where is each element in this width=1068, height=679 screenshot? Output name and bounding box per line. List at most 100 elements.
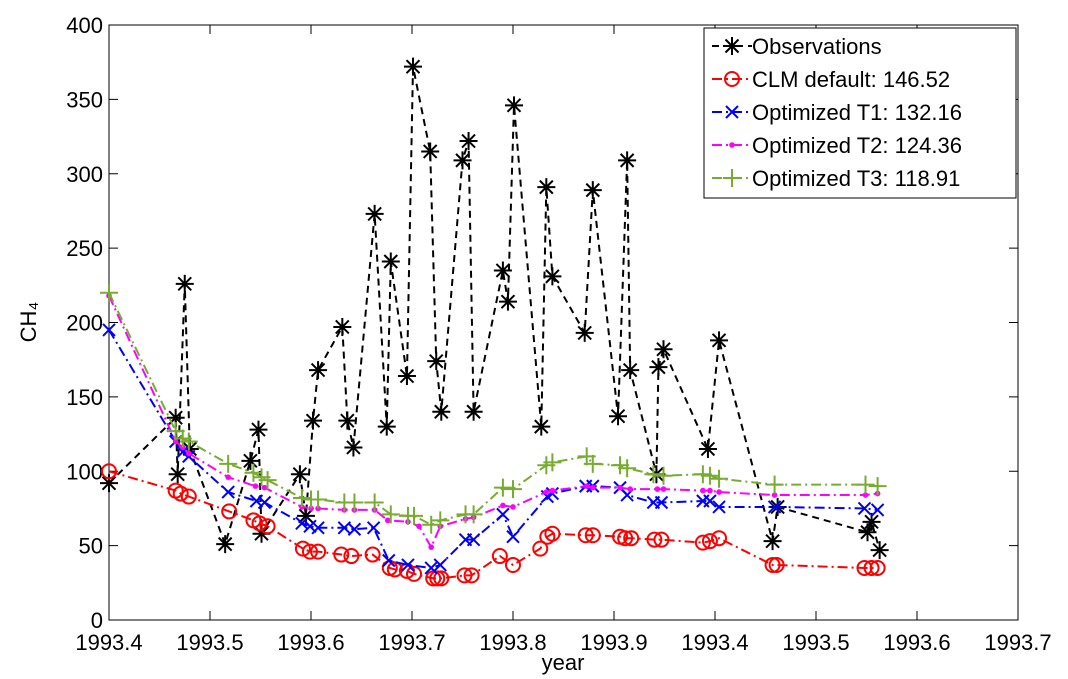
data-point — [405, 506, 424, 525]
data-point — [644, 465, 663, 484]
data-point — [611, 456, 630, 475]
data-point — [863, 559, 880, 576]
data-point — [763, 532, 782, 551]
data-point — [510, 504, 516, 510]
data-point — [765, 475, 784, 494]
legend-box — [703, 27, 1017, 199]
data-point — [252, 524, 271, 543]
data-point — [381, 505, 400, 524]
data-point — [701, 533, 718, 550]
data-point — [221, 485, 235, 499]
data-point — [710, 331, 729, 350]
x-tick-label: 1993.9 — [580, 630, 647, 655]
data-point — [700, 466, 719, 485]
data-point — [301, 543, 318, 560]
data-point — [698, 439, 717, 458]
data-point — [703, 494, 717, 508]
data-point — [344, 438, 363, 457]
data-point — [710, 469, 729, 488]
data-point — [716, 489, 722, 495]
data-point — [244, 463, 263, 482]
y-axis-label: CH₄ — [16, 302, 41, 343]
data-point — [505, 96, 524, 115]
y-tick-label: 150 — [66, 385, 103, 410]
data-point — [432, 402, 451, 421]
data-point — [433, 570, 450, 587]
data-point — [172, 438, 179, 445]
data-point — [700, 487, 706, 494]
data-point — [712, 500, 726, 514]
data-point — [862, 512, 881, 531]
data-point — [401, 558, 415, 572]
y-tick-label: 50 — [79, 534, 103, 559]
data-point — [771, 492, 778, 498]
data-point — [424, 561, 438, 575]
data-point — [498, 292, 517, 311]
data-point — [225, 474, 231, 481]
data-point — [496, 507, 510, 522]
y-tick-label: 350 — [66, 87, 103, 112]
data-point — [870, 503, 885, 517]
y-tick-label: 250 — [66, 236, 103, 261]
data-point — [694, 534, 711, 551]
data-point — [621, 361, 640, 380]
data-point — [365, 204, 384, 223]
data-point — [241, 451, 260, 470]
data-point — [304, 411, 323, 430]
data-point — [577, 527, 594, 544]
data-point — [294, 540, 311, 557]
data-point — [384, 517, 391, 524]
legend-marker — [725, 105, 739, 119]
data-point — [463, 567, 480, 584]
data-point — [491, 548, 508, 565]
data-point — [386, 561, 403, 578]
data-point — [176, 445, 190, 459]
legend-label: Optimized T2: 124.36 — [752, 133, 962, 158]
data-point — [172, 485, 189, 502]
data-point — [295, 516, 309, 531]
data-point — [182, 449, 196, 464]
data-point — [549, 487, 556, 494]
data-point — [543, 489, 550, 495]
data-point — [377, 417, 396, 436]
data-point — [366, 521, 381, 535]
data-point — [309, 490, 328, 509]
data-point — [406, 565, 423, 582]
data-point — [609, 407, 628, 426]
data-point — [764, 556, 781, 573]
data-point — [261, 484, 268, 491]
data-point — [216, 535, 235, 554]
data-point — [100, 474, 118, 493]
data-point — [259, 518, 276, 535]
data-point — [858, 523, 877, 542]
y-tick-label: 300 — [66, 162, 103, 187]
data-point — [654, 466, 673, 485]
data-point — [381, 252, 400, 271]
data-point — [333, 317, 352, 336]
data-point — [505, 556, 521, 573]
data-point — [179, 432, 198, 451]
legend-label: CLM default: 146.52 — [752, 67, 950, 92]
x-tick-label: 1993.7 — [378, 630, 445, 655]
data-point — [252, 483, 259, 489]
data-point — [456, 567, 473, 584]
data-point — [693, 465, 712, 484]
data-point — [532, 417, 551, 436]
legend-marker — [729, 142, 735, 148]
x-tick-label: 1993.6 — [277, 630, 344, 655]
data-point — [221, 503, 238, 520]
data-point — [292, 489, 311, 508]
data-point — [464, 402, 483, 421]
data-point — [584, 527, 601, 544]
data-point — [347, 522, 362, 536]
data-point — [422, 515, 441, 534]
data-point — [257, 495, 272, 510]
x-tick-label: 1993.4 — [75, 630, 142, 655]
data-point — [618, 151, 637, 170]
data-point — [166, 422, 185, 441]
data-point — [428, 544, 434, 550]
data-point — [543, 267, 562, 286]
data-point — [653, 531, 670, 548]
